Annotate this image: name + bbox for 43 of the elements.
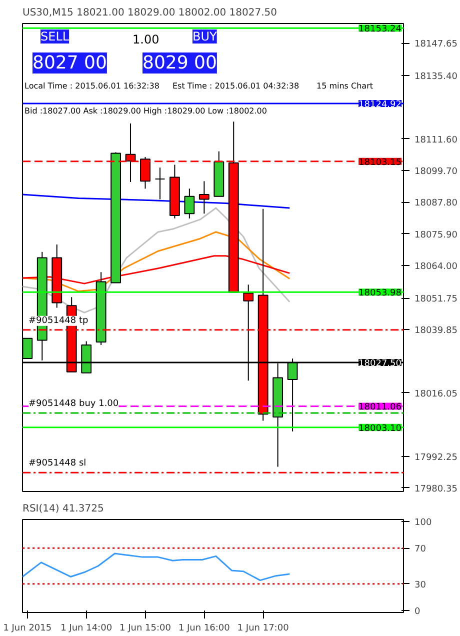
ref-line-label: #9051448 tp (28, 316, 89, 326)
x-tick-label: 1 Jun 17:00 (237, 624, 290, 634)
line-series (22, 552, 290, 582)
y-tick-label: 30 (414, 580, 426, 590)
annotation: 1.00 (132, 32, 160, 46)
line-series (22, 194, 290, 209)
chart-title: US30,M15 18021.00 18029.00 18002.00 18027.50 (22, 8, 277, 18)
annotation: BUY (192, 30, 218, 44)
ref-line-label: #9051448 sl (28, 458, 86, 469)
candlestick (154, 167, 166, 200)
annotation: 8029 00 (142, 52, 217, 74)
ref-line-label: 18124.92 (358, 100, 402, 110)
ref-line-label: 18011.06 (358, 402, 402, 413)
x-tick-label: 1 Jun 16:00 (178, 624, 230, 634)
y-tick-label: 17980.35 (414, 484, 458, 494)
x-tick-label: 1 Jun 2015 (3, 624, 52, 634)
ref-line-label: 18027.50 (358, 359, 402, 370)
candlestick (198, 180, 210, 214)
y-tick-label: 18064.00 (414, 262, 458, 272)
annotation: Bid :18027.00 Ask :18029.00 High :18029.00 Low :18002.00 (24, 106, 267, 116)
y-tick-label: 0 (414, 607, 420, 618)
y-tick-label: 18147.65 (414, 40, 458, 50)
y-tick-label: 18135.40 (414, 72, 458, 82)
x-tick-label: 1 Jun 14:00 (60, 624, 112, 634)
y-tick-label: 70 (414, 544, 426, 555)
y-tick-label: 100 (414, 518, 432, 528)
y-tick-label: 18087.80 (414, 198, 458, 209)
annotation: SELL (40, 30, 70, 44)
y-tick-label: 18039.85 (414, 326, 458, 336)
chart-title: RSI(14) 41.3725 (22, 504, 104, 514)
y-tick-label: 17992.25 (414, 452, 458, 463)
y-tick-label: 18099.70 (414, 167, 458, 178)
annotation: 15 mins Chart (316, 82, 374, 90)
y-tick-label: 18016.05 (414, 389, 458, 400)
candlestick (184, 188, 195, 219)
x-tick-label: 1 Jun 15:00 (120, 624, 172, 634)
y-tick-label: 18051.75 (414, 294, 458, 305)
y-tick-label: 18111.60 (414, 135, 458, 146)
annotation: Local Time : 2015.06.01 16:32:38 (24, 82, 160, 90)
ref-line-label: #9051448 buy 1.00 (28, 399, 119, 410)
annotation: Est Time : 2015.06.01 04:32:38 (172, 82, 300, 90)
y-tick-label: 18075.90 (414, 230, 458, 240)
annotation: 8027 00 (32, 52, 107, 74)
